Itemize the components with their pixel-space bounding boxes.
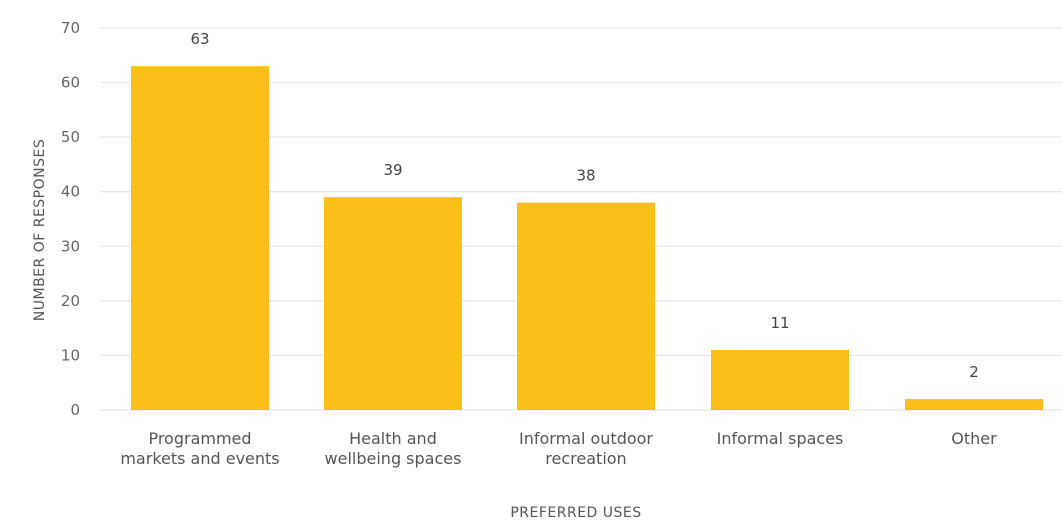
y-axis-title: NUMBER OF RESPONSES [32,139,48,321]
x-category-line: Informal spaces [717,429,844,448]
x-category-line: Health and [349,429,437,448]
x-category-line: Other [951,429,997,448]
x-category-label: Informal outdoor recreation [519,429,653,468]
y-tick-label: 50 [61,128,80,146]
y-tick-label: 60 [61,74,80,92]
x-category-line: recreation [545,449,626,468]
x-category-line: Programmed [148,429,251,448]
y-tick-label: 20 [61,292,80,310]
x-category-label: Informal spaces [717,429,844,448]
data-label: 39 [383,161,402,179]
data-label: 11 [770,314,789,332]
y-axis-ticks: 0 10 20 30 40 50 60 70 [61,19,80,419]
x-category-label: Health and wellbeing spaces [325,429,462,468]
bar [711,350,849,410]
y-tick-label: 40 [61,183,80,201]
x-category-line: Informal outdoor [519,429,653,448]
data-label: 2 [969,363,979,381]
bar [905,399,1043,410]
x-category-label: Other [951,429,997,448]
y-tick-label: 70 [61,19,80,37]
bars [131,66,1043,410]
x-category-line: markets and events [120,449,279,468]
x-category-label: Programmed markets and events [120,429,279,468]
data-label: 38 [576,167,595,185]
bar [131,66,269,410]
x-category-line: wellbeing spaces [325,449,462,468]
bar [517,203,655,410]
y-tick-label: 10 [61,346,80,364]
bar [324,197,462,410]
x-axis-title: PREFERRED USES [510,505,641,521]
x-axis-categories: Programmed markets and events Health and we… [120,429,997,468]
y-tick-label: 0 [70,401,80,419]
data-label: 63 [190,30,209,48]
y-tick-label: 30 [61,237,80,255]
